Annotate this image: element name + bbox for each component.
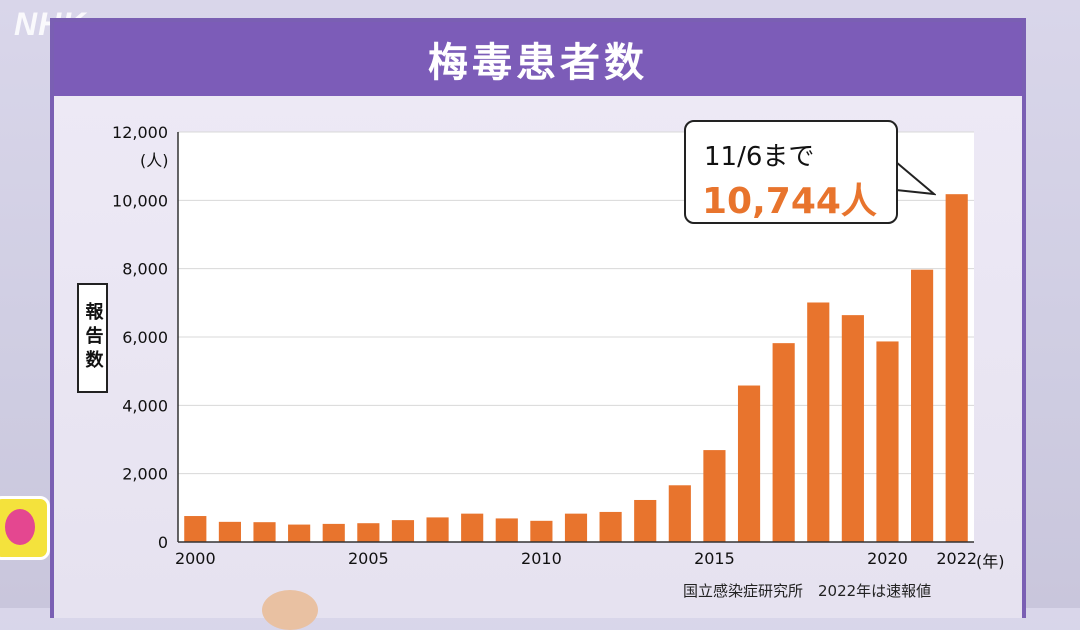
- y-tick-labels: 0 2,000 4,000 6,000 8,000 10,000 12,000: [112, 123, 168, 552]
- bar-2010: [530, 520, 553, 542]
- program-badge-mark: [5, 509, 35, 545]
- source-note: 国立感染症研究所 2022年は速報値: [683, 582, 932, 600]
- bar-2012: [599, 511, 622, 542]
- bar-2007: [426, 517, 449, 542]
- bar-2009: [495, 518, 518, 542]
- presenter-finger: [262, 590, 318, 630]
- bar-2019: [841, 315, 864, 542]
- y-tick-label: 8,000: [122, 260, 168, 279]
- x-tick-label: 2020: [867, 549, 908, 568]
- x-tick-labels: 2000 2005 2010 2015 2020 2022: [175, 549, 977, 568]
- bar-2020: [876, 341, 899, 542]
- bar-2006: [391, 520, 415, 542]
- bar-2017: [772, 343, 795, 542]
- bar-2004: [322, 523, 345, 542]
- callout-count: 10,744人: [702, 181, 877, 222]
- callout-box: 11/6まで 10,744人: [684, 120, 898, 224]
- bar-2002: [253, 522, 276, 542]
- y-unit-label: (人): [140, 151, 169, 170]
- chart-title: 梅毒患者数: [428, 40, 648, 86]
- bar-2014: [668, 485, 691, 542]
- bars: [184, 194, 968, 542]
- y-axis-title: 報告数: [82, 302, 104, 374]
- callout-date: 11/6まで: [704, 142, 815, 172]
- x-tick-label: 2022: [936, 549, 977, 568]
- bar-2001: [218, 521, 241, 542]
- y-tick-label: 10,000: [112, 191, 168, 210]
- bar-2008: [461, 513, 484, 542]
- bar-2000: [184, 516, 207, 542]
- x-unit-label: (年): [976, 552, 1005, 571]
- bar-2005: [357, 523, 380, 542]
- axes: [177, 132, 974, 543]
- bar-2013: [634, 499, 657, 542]
- bar-2022: [945, 194, 968, 542]
- y-axis-title-box: 報告数: [77, 283, 108, 393]
- bar-2016: [737, 385, 761, 542]
- bar-2015: [703, 450, 726, 542]
- bar-2018: [807, 302, 830, 542]
- bar-2021: [911, 269, 934, 542]
- y-tick-label: 12,000: [112, 123, 168, 142]
- y-tick-label: 0: [158, 533, 168, 552]
- x-tick-label: 2005: [348, 549, 389, 568]
- title-band: 梅毒患者数: [54, 22, 1022, 96]
- x-tick-label: 2000: [175, 549, 216, 568]
- y-tick-label: 2,000: [122, 465, 168, 484]
- bar-2011: [564, 513, 588, 542]
- x-tick-label: 2015: [694, 549, 735, 568]
- y-tick-label: 4,000: [122, 396, 168, 415]
- program-badge-icon: [0, 496, 50, 560]
- y-tick-label: 6,000: [122, 328, 168, 347]
- bar-2003: [288, 524, 311, 542]
- x-tick-label: 2010: [521, 549, 562, 568]
